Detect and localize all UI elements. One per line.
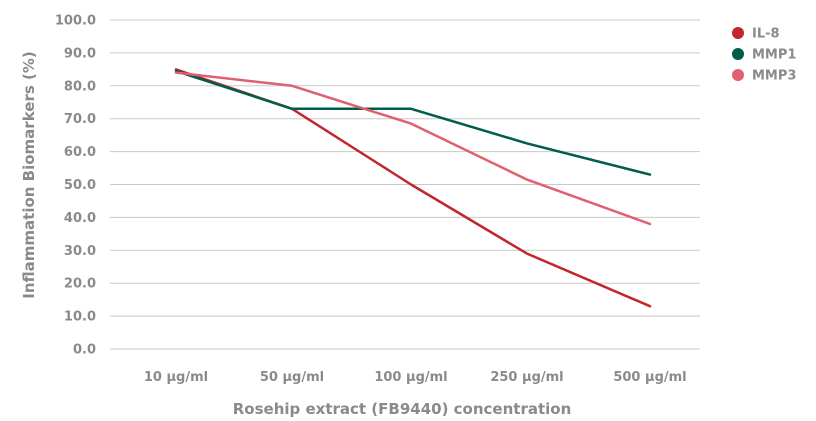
x-axis-title: Rosehip extract (FB9440) concentration [233, 400, 572, 418]
x-axis-ticks: 10 µg/ml 50 µg/ml 100 µg/ml 250 µg/ml 500 µg… [144, 370, 687, 385]
y-tick-label: 90.0 [64, 46, 96, 61]
y-tick-label: 100.0 [55, 14, 96, 29]
legend-label-mmp1: MMP1 [752, 48, 796, 63]
legend-marker-il-8 [732, 27, 744, 39]
legend-marker-mmp1 [732, 48, 744, 60]
series-line-mmp1 [174, 69, 652, 176]
y-tick-label: 50.0 [64, 178, 96, 193]
y-axis-ticks: 0.0 10.0 20.0 30.0 40.0 50.0 60.0 70.0 80.0 90.0 1… [55, 14, 96, 358]
legend-label-il-8: IL-8 [752, 27, 780, 42]
series-lines [174, 68, 652, 308]
series-line-il-8 [174, 68, 652, 308]
y-tick-label: 0.0 [73, 343, 96, 358]
legend-label-mmp3: MMP3 [752, 69, 796, 84]
x-tick-label: 500 µg/ml [613, 370, 686, 385]
y-tick-label: 10.0 [64, 310, 96, 325]
legend: IL-8 MMP1 MMP3 [732, 27, 796, 84]
x-tick-label: 10 µg/ml [144, 370, 208, 385]
y-tick-label: 70.0 [64, 112, 96, 127]
y-tick-label: 30.0 [64, 244, 96, 259]
y-tick-label: 80.0 [64, 79, 96, 94]
legend-marker-mmp3 [732, 69, 744, 81]
x-tick-label: 100 µg/ml [374, 370, 447, 385]
y-tick-label: 40.0 [64, 211, 96, 226]
y-tick-label: 60.0 [64, 145, 96, 160]
x-tick-label: 250 µg/ml [490, 370, 563, 385]
series-line-mmp3 [174, 71, 652, 226]
gridlines [110, 19, 700, 350]
x-tick-label: 50 µg/ml [260, 370, 324, 385]
y-tick-label: 20.0 [64, 277, 96, 292]
y-axis-title: Inflammation Biomarkers (%) [20, 51, 38, 298]
